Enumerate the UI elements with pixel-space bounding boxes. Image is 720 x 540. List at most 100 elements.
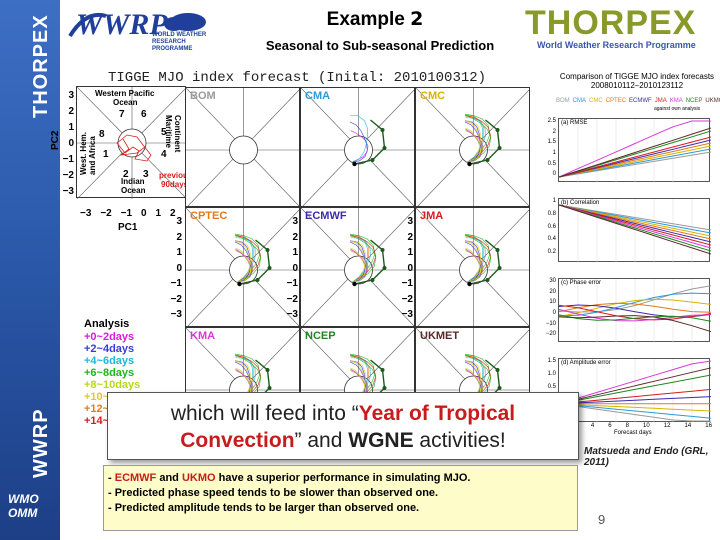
comparison-ytick: 1.0 (547, 370, 556, 377)
comparison-ytick: 10 (549, 299, 556, 306)
forecast-panel-grid: BOM CMA CMC CPTEC ECMWF JMA KMA NCEP UKMET (185, 87, 530, 447)
pc-region-bottom2: Ocean (121, 186, 146, 195)
forecast-panel-cma: CMA (300, 87, 415, 207)
analysis-legend-item: +4~6days (84, 355, 135, 367)
pc1-axis-label: PC1 (118, 222, 138, 233)
thorpex-logo: THORPEX World Weather Research Programme (525, 6, 715, 52)
phase-1-label: 1 (103, 149, 109, 160)
pc-yticks: 3 2 1 0 −1 −2 −3 (62, 90, 74, 197)
citation: Matsueda and Endo (GRL, 2011) (584, 446, 709, 468)
thorpex-logo-sub: World Weather Research Programme (537, 40, 696, 50)
comparison-ytick: 30 (549, 278, 556, 284)
forecast-panel-label: KMA (190, 330, 216, 342)
comparison-ytick: 0.4 (547, 236, 556, 243)
comparison-ytick: 0.5 (547, 383, 556, 390)
comparison-ytick: 1.5 (547, 358, 556, 364)
pc-region-left2: and Africa (88, 136, 97, 175)
forecast-panel-cmc: CMC (415, 87, 530, 207)
comparison-panel-label: (b) Correlation (561, 200, 600, 206)
sidebar-wwrp-text: WWRP (30, 408, 52, 478)
phase-7-label: 7 (119, 109, 125, 120)
forecast-panel-label: CMA (305, 90, 331, 102)
forecast-panel-label: ECMWF (305, 210, 347, 222)
pc-note1: previous (159, 171, 193, 180)
analysis-legend-item: +2~4days (84, 343, 135, 355)
phase-6-label: 6 (141, 109, 147, 120)
forecast-panel-label: NCEP (305, 330, 336, 342)
comparison-ytick: 2 (552, 128, 556, 135)
sidebar: THORPEX WWRP WMO OMM (0, 0, 60, 540)
comparison-legend-item: ECMWF (629, 98, 652, 104)
phase-8-label: 8 (99, 129, 105, 140)
analysis-legend-head: Analysis (84, 318, 130, 330)
summary-bullet-1: - ECMWF and UKMO have a superior perform… (108, 472, 471, 484)
comparison-ytick: 1.5 (547, 139, 556, 146)
comparison-ytick: 0.6 (547, 223, 556, 230)
wwrp-logo: WWRP WORLD WEATHER RESEARCH PROGRAMME (66, 6, 216, 52)
comparison-legend-item: BOM (556, 98, 570, 104)
cloud-icon (68, 13, 206, 38)
wmo-logo: WMO OMM (8, 492, 39, 520)
comparison-panels: (a) RMSE 2.5 2 1.5 1 0.5 0 (b) Correlation 1 0.8 0… (544, 106, 716, 440)
page-number: 9 (598, 512, 606, 527)
forecast-panel-label: JMA (420, 210, 444, 222)
phase-4-label: 4 (161, 149, 167, 160)
comparison-panel-label: (d) Amplitude error (561, 360, 611, 366)
comparison-ytick: 1 (552, 150, 556, 156)
analysis-legend-item: +8~10days (84, 379, 141, 391)
comparison-panel-label: (c) Phase error (561, 280, 602, 286)
comparison-xlabel: Forecast days (614, 430, 652, 436)
forecast-panel-ecmwf: ECMWF (300, 207, 415, 327)
forecast-panel-bom: BOM (185, 87, 300, 207)
comparison-panel: (a) RMSE (558, 118, 711, 183)
comparison-ytick: 0 (552, 171, 556, 178)
comparison-legend-item: JMA (654, 98, 667, 104)
callout-box: which will feed into “Year of Tropical C… (107, 392, 579, 460)
pc-region-top: Western Pacific (95, 89, 155, 98)
comparison-ytick: 0 (552, 310, 556, 316)
forecast-panel-label: CMC (420, 90, 446, 102)
analysis-legend-item: +0~2days (84, 331, 135, 343)
phase-5-label: 5 (161, 127, 167, 138)
forecast-panel-cptec: CPTEC (185, 207, 300, 327)
pc-region-bottom: Indian (121, 177, 145, 186)
comparison-legend-item: UKMO (705, 98, 720, 104)
comparison-legend-item: CMA (572, 98, 587, 104)
callout-highlight: Year of Tropical Convection (180, 402, 516, 452)
forecast-panel-label: CPTEC (190, 210, 228, 222)
phase-3-label: 3 (143, 169, 149, 180)
slide-title: Example 2 (326, 8, 424, 30)
comparison-ytick: 20 (549, 288, 556, 295)
slide-subtitle: Seasonal to Sub-seasonal Prediction (265, 38, 495, 53)
comparison-legend: BOMCMACMCCPTECECMWFJMAKMANCEPUKMO (556, 98, 720, 105)
summary-bullet-2: - Predicted phase speed tends to be slow… (108, 487, 439, 499)
comparison-ytick: 0.2 (547, 249, 556, 256)
comparison-legend-item: KMA (669, 98, 683, 104)
thorpex-logo-mark: THORPEX (525, 4, 697, 42)
pc-region-top2: Ocean (113, 98, 138, 107)
comparison-ytick: 1 (552, 198, 556, 204)
comparison-legend-item: CPTEC (605, 98, 627, 104)
panel-yticks-row2: 3 2 1 0 −1 −2 −3 (170, 216, 182, 320)
forecast-panel-label: BOM (190, 90, 216, 102)
wwrp-logo-mark: WWRP (76, 8, 168, 41)
summary-bullet-3: - Predicted amplitude tends to be larger… (108, 502, 420, 514)
comparison-ytick: 0.8 (547, 210, 556, 217)
panel-yticks-row2-right: 3 2 1 0 −1 −2 −3 (401, 216, 413, 320)
forecast-panel-label: UKMET (420, 330, 460, 342)
pc-note2: 90days (161, 180, 189, 189)
comparison-xticks: 0246810121416 (556, 423, 712, 429)
comparison-legend-item: NCEP (685, 98, 703, 104)
comparison-title: Comparison of TIGGE MJO index forecasts … (559, 72, 715, 90)
comparison-legend-item: CMC (589, 98, 603, 104)
comparison-panel: (c) Phase error (558, 278, 711, 343)
pc2-axis-label: PC2 (50, 130, 61, 150)
figure-title: TIGGE MJO index forecast (Inital: 201010… (108, 70, 487, 86)
comparison-ytick: 2.5 (547, 118, 556, 124)
comparison-panel: (d) Amplitude error (558, 358, 711, 423)
comparison-ytick: −20 (545, 331, 556, 338)
phase-2-label: 2 (123, 169, 129, 180)
comparison-ytick: −10 (545, 320, 556, 327)
summary-box: - ECMWF and UKMO have a superior perform… (103, 465, 578, 531)
analysis-legend-item: +6~8days (84, 367, 135, 379)
